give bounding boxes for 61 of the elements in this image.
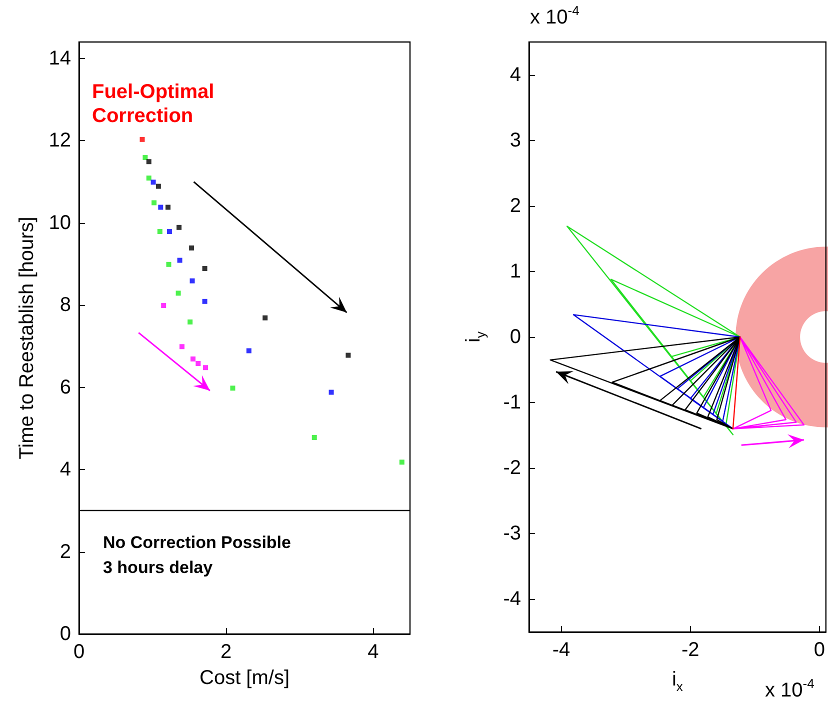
annotation: No Correction Possible (103, 533, 291, 552)
x-tick-label: 4 (368, 641, 379, 663)
x-tick-label: 0 (814, 639, 825, 661)
point (156, 184, 161, 189)
y-tick-label: -1 (503, 392, 521, 414)
point (312, 434, 317, 440)
y-tick-label: 0 (510, 326, 521, 348)
point (190, 356, 196, 362)
y-tick-label: 2 (60, 540, 71, 563)
y-tick-label: -3 (503, 522, 521, 545)
point (152, 200, 157, 206)
point (158, 204, 164, 210)
point (346, 352, 351, 358)
y-tick-label: 10 (48, 212, 71, 234)
annotation: Fuel-Optimal Correction (92, 81, 220, 127)
y-tick-label: -4 (503, 588, 521, 610)
y-tick-label: 0 (60, 623, 71, 645)
y-tick-label: 3 (510, 129, 521, 152)
y-tick-label: 14 (48, 47, 71, 70)
point (142, 155, 148, 160)
x-tick-label: 0 (73, 641, 85, 663)
point (179, 344, 184, 350)
point (328, 390, 334, 395)
point (161, 303, 166, 308)
y-tick-label: 12 (48, 130, 71, 152)
y-tick-label: 1 (510, 260, 521, 282)
point (190, 278, 195, 284)
point (146, 176, 152, 181)
y-tick-label: 4 (60, 458, 71, 481)
y-tick-label: 4 (510, 64, 521, 86)
x-tick-label: -4 (552, 639, 570, 661)
point (188, 319, 193, 324)
x-axis-title: Cost [m/s] (199, 667, 290, 689)
point (166, 204, 170, 210)
y-tick-label: 2 (510, 194, 521, 217)
point (146, 159, 152, 164)
point (399, 460, 404, 465)
point (202, 266, 208, 272)
point (196, 360, 201, 366)
point (166, 229, 172, 234)
point (177, 258, 182, 263)
point (157, 229, 162, 234)
point (176, 290, 181, 296)
x-tick-label: -2 (681, 639, 700, 661)
y-tick-label: 6 (60, 376, 71, 398)
point (230, 386, 236, 391)
point (176, 224, 182, 230)
point (189, 245, 194, 250)
y-tick-label: 8 (60, 294, 71, 316)
point (166, 262, 172, 267)
y-tick-label: -2 (503, 457, 521, 480)
point (150, 180, 156, 185)
x-tick-label: 2 (220, 641, 232, 663)
point (202, 298, 208, 304)
annotation: 3 hours delay (103, 558, 214, 577)
y-axis-title: iy (462, 331, 488, 342)
point (262, 315, 268, 320)
point (246, 348, 252, 354)
y-axis-title: Time to Reestablish [hours] (16, 216, 38, 460)
point (140, 136, 145, 142)
point (203, 365, 208, 370)
